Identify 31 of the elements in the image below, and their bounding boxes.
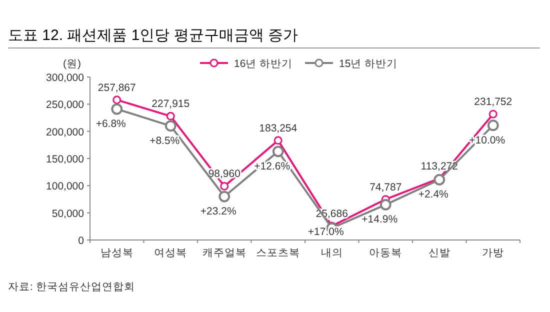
y-tick-label: 250,000 bbox=[46, 99, 84, 112]
data-label: 227,915 bbox=[152, 98, 190, 110]
legend-label: 16년 하반기 bbox=[234, 58, 293, 70]
data-label: 257,867 bbox=[98, 82, 136, 94]
x-tick-label: 캐주얼복 bbox=[202, 247, 246, 259]
x-tick-label: 스포츠복 bbox=[256, 247, 300, 259]
data-label: 231,752 bbox=[474, 96, 512, 108]
y-tick-label: 100,000 bbox=[46, 180, 84, 193]
annotation: +14.9% bbox=[362, 214, 398, 226]
y-tick-label: 50,000 bbox=[52, 208, 84, 220]
data-label: 183,254 bbox=[259, 122, 298, 134]
y-tick-label: 0 bbox=[78, 235, 84, 247]
y-tick-label: 150,000 bbox=[46, 154, 84, 166]
x-tick-label: 여성복 bbox=[154, 247, 188, 259]
y-tick-label: 200,000 bbox=[46, 126, 84, 138]
x-tick-label: 남성복 bbox=[100, 247, 134, 259]
y-axis-title: (원) bbox=[63, 58, 81, 70]
annotation: +8.5% bbox=[150, 134, 180, 147]
annotation: +2.4% bbox=[418, 188, 448, 201]
annotation: +23.2% bbox=[200, 206, 236, 218]
legend-label: 15년 하반기 bbox=[339, 58, 398, 70]
y-tick-label: 300,000 bbox=[46, 72, 84, 84]
data-label: 74,787 bbox=[370, 181, 402, 194]
x-tick-label: 내의 bbox=[320, 247, 343, 259]
annotation: +17.0% bbox=[308, 226, 344, 238]
x-tick-label: 가방 bbox=[482, 247, 504, 259]
x-tick-label: 아동복 bbox=[369, 247, 402, 259]
annotation: +6.8% bbox=[96, 118, 126, 130]
x-tick-label: 신발 bbox=[428, 247, 450, 259]
text: 자료: 한국섬유산업연합회 bbox=[8, 281, 135, 293]
title: 도표 12. 패션제품 1인당 평균구매금액 증가 bbox=[8, 27, 298, 44]
